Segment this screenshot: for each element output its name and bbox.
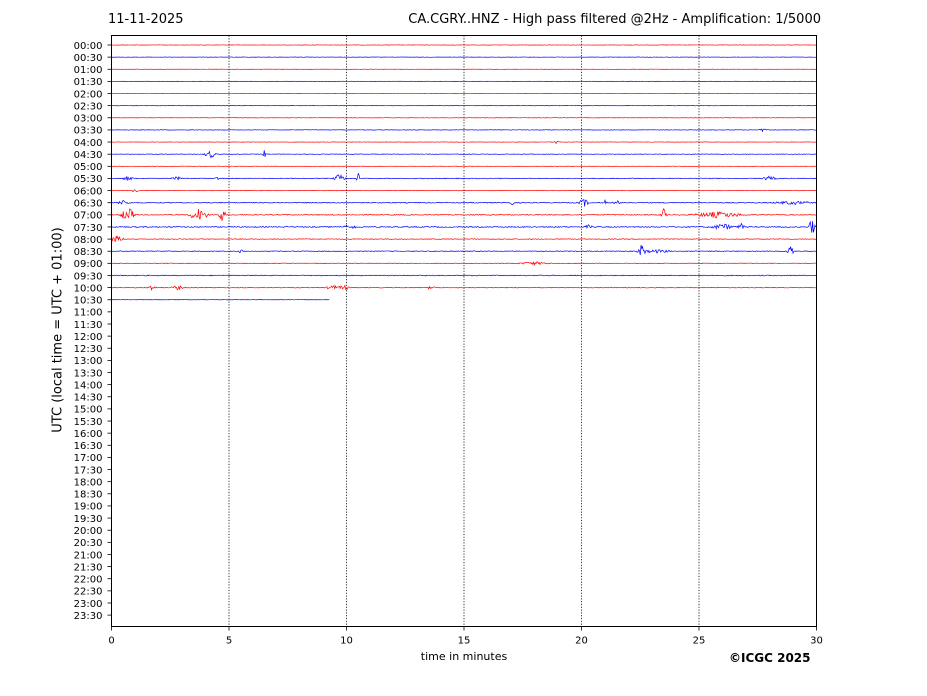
x-tick-label: 0 <box>108 636 114 647</box>
y-tick-label: 03:00 <box>74 114 103 125</box>
y-tick-label: 07:00 <box>74 211 103 222</box>
y-tick-label: 12:30 <box>74 344 103 355</box>
y-tick-label: 00:30 <box>74 53 103 64</box>
date-label: 11-11-2025 <box>108 12 184 27</box>
y-tick-label: 23:30 <box>74 611 103 622</box>
y-tick-label: 12:00 <box>74 332 103 343</box>
seismogram-trace <box>111 150 817 159</box>
seismogram-trace <box>111 198 817 207</box>
gridlines <box>228 35 700 627</box>
y-tick-label: 05:00 <box>74 162 103 173</box>
y-tick-label: 11:30 <box>74 320 103 331</box>
y-tick-label: 08:30 <box>74 247 103 258</box>
y-tick-label: 01:30 <box>74 77 103 88</box>
y-tick-label: 20:30 <box>74 538 103 549</box>
seismogram-trace <box>111 189 817 193</box>
seismogram-trace <box>111 220 817 233</box>
y-tick-label: 06:30 <box>74 198 103 209</box>
y-tick-label: 22:00 <box>74 575 103 586</box>
y-tick-label: 05:30 <box>74 174 103 185</box>
y-tick-label: 02:30 <box>74 101 103 112</box>
x-tick-label: 20 <box>575 636 588 647</box>
x-tick-label: 5 <box>226 636 232 647</box>
y-tick-label: 22:30 <box>74 587 103 598</box>
seismogram-trace <box>111 128 817 133</box>
y-tick-label: 21:00 <box>74 550 103 561</box>
y-tick-label: 17:30 <box>74 465 103 476</box>
y-tick-label: 09:00 <box>74 259 103 270</box>
y-tick-label: 10:30 <box>74 296 103 307</box>
chart-title: CA.CGRY..HNZ - High pass filtered @2Hz -… <box>408 12 821 27</box>
x-axis-label: time in minutes <box>420 650 508 663</box>
y-tick-label: 14:00 <box>74 380 103 391</box>
y-tick-label: 20:00 <box>74 526 103 537</box>
y-tick-label: 19:30 <box>74 514 103 525</box>
y-tick-label: 16:30 <box>74 441 103 452</box>
y-tick-label: 01:00 <box>74 65 103 76</box>
seismogram-trace <box>111 235 817 243</box>
y-tick-label: 06:00 <box>74 186 103 197</box>
y-tick-label: 02:00 <box>74 89 103 100</box>
y-tick-label: 23:00 <box>74 599 103 610</box>
y-tick-label: 07:30 <box>74 223 103 234</box>
x-tick-label: 15 <box>458 636 471 647</box>
seismogram-trace <box>111 172 817 181</box>
y-tick-label: 18:30 <box>74 490 103 501</box>
y-tick-label: 15:30 <box>74 417 103 428</box>
trace-lines <box>111 44 817 301</box>
y-tick-label: 04:30 <box>74 150 103 161</box>
y-tick-label: 16:00 <box>74 429 103 440</box>
y-axis-label: UTC (local time = UTC + 01:00) <box>50 227 66 433</box>
y-tick-label: 09:30 <box>74 271 103 282</box>
y-tick-label: 08:00 <box>74 235 103 246</box>
y-tick-label: 17:00 <box>74 453 103 464</box>
seismogram-trace <box>111 207 817 221</box>
y-tick-label: 00:00 <box>74 41 103 52</box>
y-tick-label: 19:00 <box>74 502 103 513</box>
y-tick-label: 10:00 <box>74 283 103 294</box>
y-tick-label: 11:00 <box>74 308 103 319</box>
x-tick-label: 25 <box>693 636 706 647</box>
y-tick-label: 15:00 <box>74 405 103 416</box>
y-tick-label: 03:30 <box>74 126 103 137</box>
y-tick-label: 18:00 <box>74 477 103 488</box>
seismogram-trace <box>111 274 817 277</box>
x-tick-label: 10 <box>340 636 353 647</box>
y-tick-label: 13:30 <box>74 368 103 379</box>
x-axis-ticks: 0 5 10 15 20 25 30 <box>108 626 823 647</box>
x-tick-label: 30 <box>810 636 823 647</box>
y-tick-label: 04:00 <box>74 138 103 149</box>
seismogram-trace <box>111 284 817 291</box>
copyright-credit: ©ICGC 2025 <box>729 651 811 665</box>
y-tick-label: 13:00 <box>74 356 103 367</box>
seismogram-trace <box>111 244 817 256</box>
seismogram-trace <box>111 140 817 144</box>
seismogram-trace <box>111 261 817 266</box>
y-tick-label: 14:30 <box>74 393 103 404</box>
y-tick-label: 21:30 <box>74 562 103 573</box>
